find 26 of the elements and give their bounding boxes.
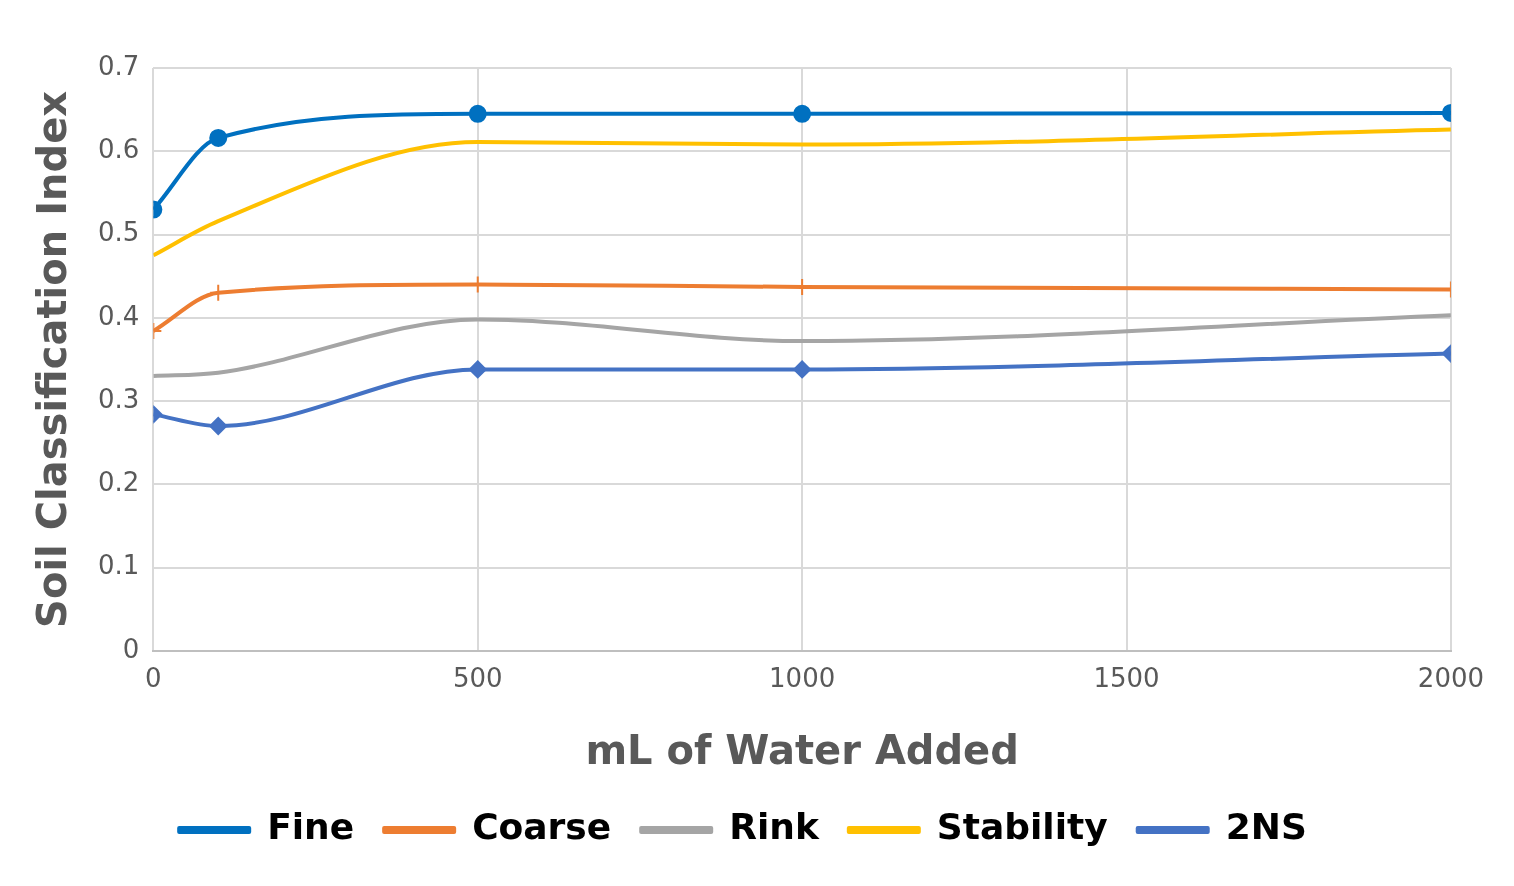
y-axis-title: Soil Classification Index xyxy=(29,90,76,628)
point xyxy=(209,417,228,436)
legend-label: Coarse xyxy=(472,806,612,848)
y-tick-label: 0.3 xyxy=(97,383,140,414)
y-tick-label: 0 xyxy=(122,633,140,664)
y-tick-label: 0.7 xyxy=(97,50,140,81)
line-series xyxy=(153,127,1451,258)
x-tick-label: 1000 xyxy=(769,663,836,694)
y-tick-label: 0.2 xyxy=(97,467,140,498)
y-tick-label: 0.1 xyxy=(97,550,140,581)
legend-label: Fine xyxy=(267,806,355,848)
legend-label: Stability xyxy=(936,806,1108,848)
y-tick-label: 0.5 xyxy=(97,217,140,248)
point xyxy=(468,104,487,123)
line-series xyxy=(153,313,1451,379)
point xyxy=(209,128,228,147)
x-axis-title: mL of Water Added xyxy=(585,727,1019,774)
y-tick-label: 0.4 xyxy=(97,300,140,331)
x-tick-label: 0 xyxy=(145,663,162,694)
x-tick-label: 1500 xyxy=(1093,663,1160,694)
legend-label: 2NS xyxy=(1225,806,1307,848)
y-tick-label: 0.6 xyxy=(97,134,140,165)
point xyxy=(468,360,487,379)
x-tick-label: 2000 xyxy=(1417,663,1484,694)
legend-label: Rink xyxy=(729,806,820,848)
x-tick-label: 500 xyxy=(452,663,503,694)
